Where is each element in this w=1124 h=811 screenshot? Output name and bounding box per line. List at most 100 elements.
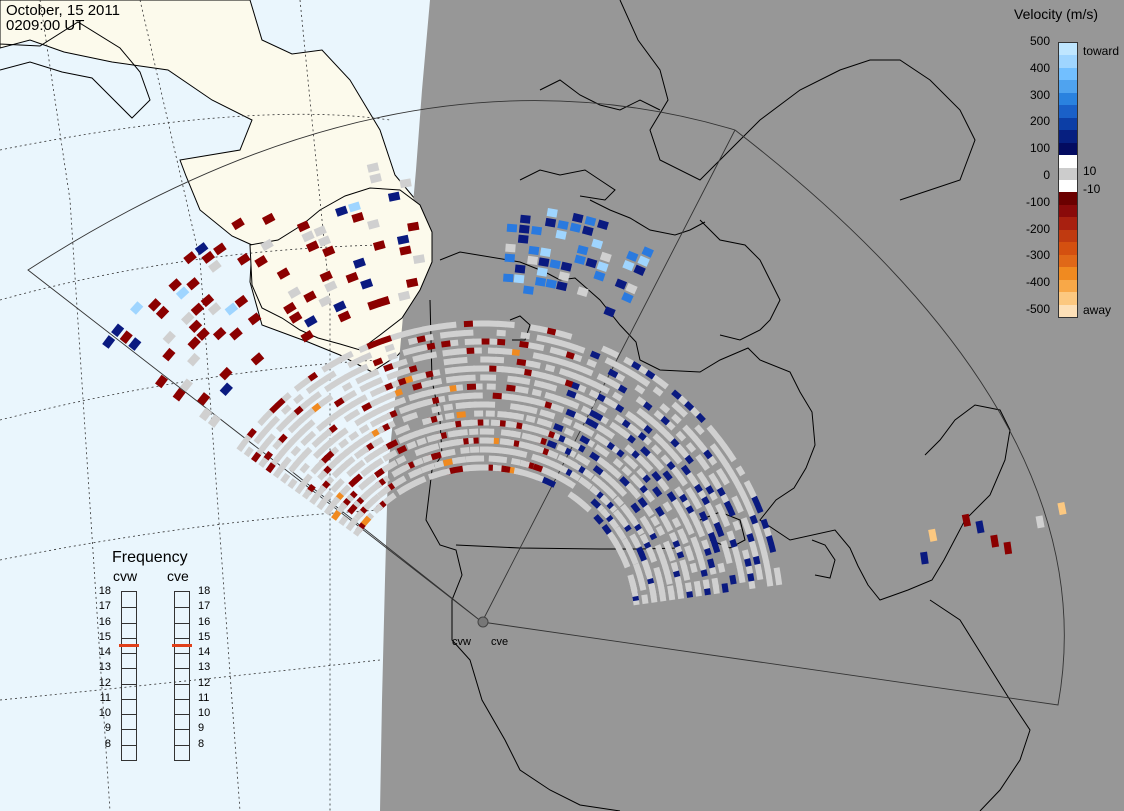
frequency-scale-label: 13 (98, 661, 111, 674)
scatter-cell (283, 301, 297, 315)
scatter-cell (293, 393, 304, 405)
scatter-cell (757, 537, 766, 548)
scatter-cell (706, 424, 717, 436)
coastlines (425, 0, 1031, 811)
scatter-cell (396, 234, 410, 245)
scatter-cell (553, 423, 564, 433)
velocity-tick-label: -500 (1025, 302, 1050, 316)
scatter-cell (619, 476, 630, 487)
scatter-cell (187, 352, 201, 367)
scatter-cell (539, 247, 552, 258)
scatter-cell (287, 422, 299, 434)
scatter-cell (539, 353, 551, 362)
scatter-cell (398, 405, 410, 415)
scatter-cell (431, 405, 442, 414)
velocity-color-cell (1059, 43, 1077, 56)
scatter-cell (197, 392, 211, 406)
scatter-cell (254, 255, 268, 268)
scatter-cell (748, 539, 757, 550)
scatter-cell (457, 347, 467, 355)
scatter-cell (186, 277, 200, 291)
scatter-cell (594, 433, 605, 444)
scatter-cell (558, 368, 570, 377)
scatter-cell (504, 253, 516, 263)
scatter-cell (557, 454, 568, 464)
scatter-cell (702, 579, 711, 590)
scatter-cell (472, 320, 482, 327)
scatter-cell (774, 575, 783, 586)
radar-site-marker (477, 616, 489, 628)
frequency-grid-line (175, 698, 189, 700)
scatter-cell (212, 326, 227, 341)
scatter-cell (742, 498, 753, 510)
scatter-cell (593, 270, 606, 282)
scatter-cell (333, 300, 347, 313)
scatter-cell (621, 292, 634, 304)
velocity-color-cell (1059, 105, 1077, 118)
scatter-cell (685, 487, 696, 498)
scatter-cell (765, 534, 775, 545)
scatter-cell (544, 336, 555, 345)
scatter-cell (658, 379, 669, 390)
scatter-cell (367, 218, 380, 230)
scatter-cell (300, 329, 314, 343)
scatter-cell (381, 335, 393, 344)
scatter-cell (650, 515, 660, 527)
scatter-cell (651, 444, 662, 456)
scatter-cell (684, 545, 693, 556)
scatter-cell (402, 347, 413, 356)
scatter-cell (486, 374, 497, 381)
frequency-scale-label: 18 (98, 585, 111, 597)
scatter-cell (709, 443, 720, 454)
scatter-cell (519, 214, 531, 224)
scatter-cell (525, 415, 536, 423)
scatter-cell (565, 408, 577, 418)
scatter-cell (183, 251, 197, 265)
scatter-cell (625, 282, 638, 295)
scatter-cell (361, 352, 373, 362)
velocity-color-cell (1059, 142, 1077, 156)
scatter-cell (447, 321, 457, 329)
scatter-cell (920, 551, 929, 565)
scatter-cell (536, 267, 548, 277)
frequency-grid-line (122, 729, 136, 731)
scatter-cell (304, 315, 318, 328)
scatter-cell (611, 360, 623, 371)
scatter-cell (405, 277, 419, 288)
scatter-cell (507, 375, 517, 383)
scatter-cell (683, 400, 695, 412)
scatter-cell (430, 323, 441, 332)
scatter-cell (262, 409, 274, 420)
scatter-cell (670, 561, 679, 573)
scatter-cell (975, 520, 985, 534)
scatter-cell (275, 421, 287, 433)
scatter-cell (360, 515, 372, 527)
frequency-grid-line (122, 607, 136, 609)
velocity-color-cell (1059, 117, 1077, 131)
scatter-cell (644, 369, 656, 380)
scatter-cell (229, 327, 243, 341)
scatter-cell (438, 440, 450, 449)
fov-outline (27, 100, 1065, 706)
scatter-cell (558, 271, 570, 282)
scatter-cell (604, 357, 616, 367)
scatter-cell (652, 486, 663, 498)
scatter-cell (401, 413, 413, 423)
scatter-cell (662, 540, 672, 552)
freq-radar-cvw-label: cvw (113, 568, 138, 584)
velocity-color-cell (1059, 254, 1077, 268)
scatter-cell (591, 238, 604, 250)
scatter-cell (634, 384, 646, 395)
scatter-cell (319, 270, 333, 283)
scatter-cell (667, 585, 675, 596)
scatter-cell (519, 459, 530, 468)
scatter-cell (147, 298, 162, 312)
frequency-title: Frequency (112, 549, 188, 566)
scatter-cell (346, 466, 357, 478)
scatter-cell (406, 440, 417, 450)
scatter-cell (554, 357, 565, 366)
scatter-cell (480, 320, 490, 327)
scatter-cell (533, 473, 545, 483)
scatter-cell (690, 536, 700, 547)
scatter-cell (677, 394, 689, 406)
